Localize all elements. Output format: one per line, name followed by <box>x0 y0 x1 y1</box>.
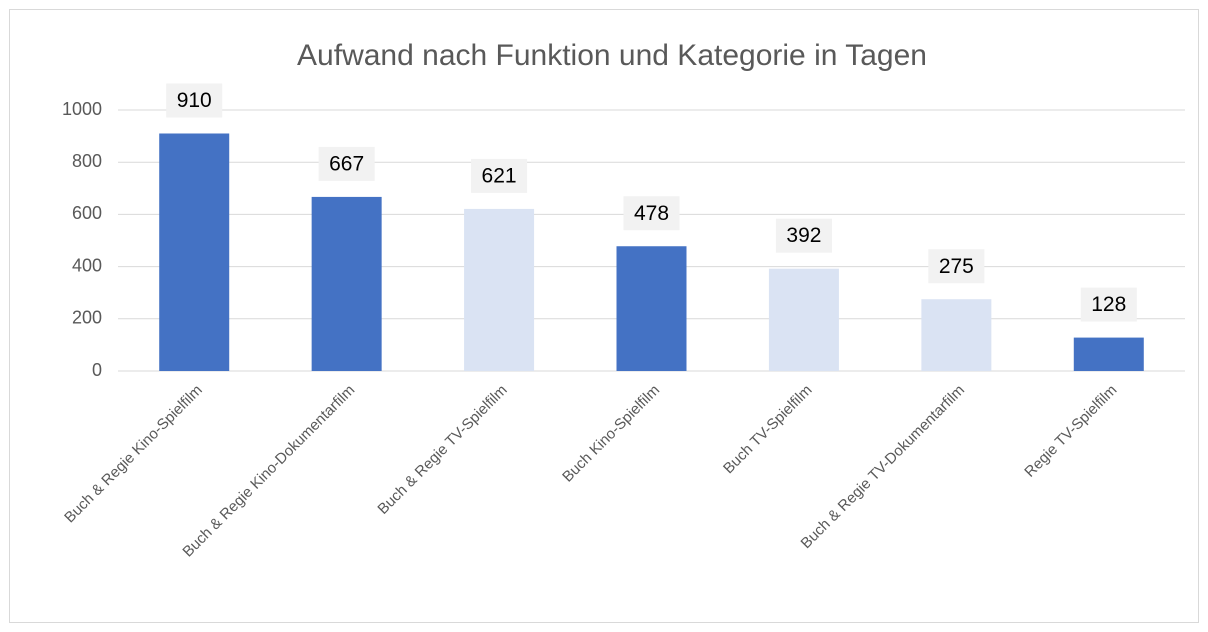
chart-title: Aufwand nach Funktion und Kategorie in T… <box>297 39 927 72</box>
bar <box>159 133 230 371</box>
bar <box>1073 337 1144 371</box>
data-label-box <box>775 218 832 253</box>
data-label-box <box>623 196 680 231</box>
data-label-box <box>1080 287 1137 322</box>
data-label: 392 <box>786 224 821 247</box>
data-label-box <box>928 249 985 284</box>
y-tick-label: 400 <box>72 255 102 275</box>
data-label-box <box>471 158 528 193</box>
data-label: 478 <box>634 202 669 225</box>
data-label: 910 <box>177 89 212 112</box>
y-tick-label: 0 <box>92 360 102 380</box>
bar <box>464 208 535 371</box>
data-label: 667 <box>329 152 364 175</box>
bar <box>616 246 687 371</box>
bar <box>768 268 839 371</box>
bar <box>921 299 992 371</box>
y-tick-label: 800 <box>72 151 102 171</box>
bar <box>311 196 382 371</box>
data-label-box <box>166 83 223 118</box>
data-label: 275 <box>939 255 974 278</box>
y-tick-label: 200 <box>72 308 102 328</box>
y-tick-label: 600 <box>72 203 102 223</box>
data-label-box <box>318 146 375 181</box>
y-tick-label: 1000 <box>62 99 102 119</box>
data-label: 621 <box>482 164 517 187</box>
data-label: 128 <box>1091 293 1126 316</box>
